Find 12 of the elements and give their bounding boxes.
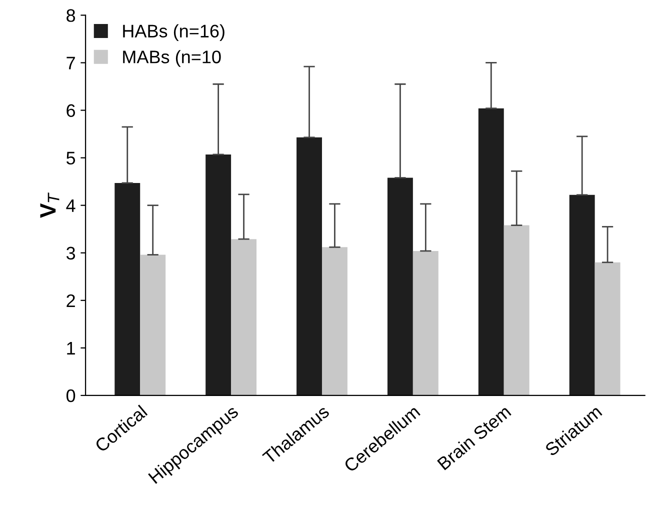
legend-label: MABs (n=10 — [123, 50, 221, 67]
y-tick-label: 0 — [66, 389, 76, 402]
y-tick-label: 2 — [66, 294, 75, 307]
legend-label: HABs (n=16) — [123, 24, 224, 42]
y-tick-label: 7 — [66, 56, 75, 70]
y-tick-label: 1 — [67, 342, 75, 354]
y-tick-label: 3 — [66, 246, 76, 260]
y-tick-label: 8 — [66, 9, 76, 22]
y-axis-title: V$_{T}$ — [40, 192, 60, 218]
y-tick-label: 5 — [66, 152, 76, 165]
y-tick-label: 4 — [66, 199, 76, 212]
y-tick-label: 6 — [66, 104, 76, 117]
